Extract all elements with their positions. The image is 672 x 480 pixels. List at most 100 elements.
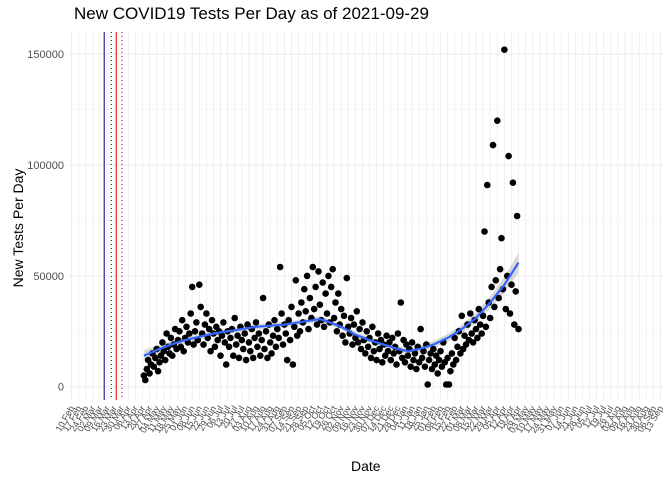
data-point xyxy=(332,299,339,306)
data-point xyxy=(410,356,417,364)
data-point xyxy=(413,365,420,373)
data-point xyxy=(261,345,268,353)
data-point xyxy=(191,328,199,335)
data-point xyxy=(349,341,356,348)
data-point xyxy=(316,301,324,309)
data-point xyxy=(247,347,254,355)
data-point xyxy=(313,321,321,328)
data-point xyxy=(227,334,234,342)
data-point xyxy=(383,332,390,340)
data-point xyxy=(208,316,216,324)
data-point xyxy=(448,350,456,357)
data-point xyxy=(404,352,412,360)
data-point xyxy=(472,325,480,333)
data-point xyxy=(286,336,294,344)
data-point xyxy=(262,328,270,335)
data-point xyxy=(353,308,361,315)
data-point xyxy=(161,356,169,364)
data-point xyxy=(337,305,345,313)
data-point xyxy=(288,303,295,311)
data-point xyxy=(178,316,186,324)
data-point xyxy=(512,288,519,295)
data-point xyxy=(417,325,424,333)
data-point xyxy=(230,352,237,360)
data-point xyxy=(482,323,490,331)
data-point xyxy=(231,314,238,322)
data-point xyxy=(303,272,311,280)
data-point xyxy=(335,290,342,297)
data-point xyxy=(200,341,207,348)
data-point xyxy=(323,310,331,317)
chart-title: New COVID19 Tests Per Day as of 2021-09-… xyxy=(74,4,429,23)
data-point xyxy=(291,323,298,331)
data-point xyxy=(214,336,221,344)
data-point xyxy=(425,356,433,364)
data-point xyxy=(364,343,372,351)
data-point xyxy=(218,332,226,340)
data-point xyxy=(444,354,451,362)
data-point xyxy=(496,265,504,273)
data-point xyxy=(292,277,300,284)
x-axis-label: Date xyxy=(351,458,381,474)
data-point xyxy=(363,328,371,335)
data-point xyxy=(421,363,429,371)
smooth-trend-line xyxy=(143,262,520,357)
data-point xyxy=(387,356,395,364)
data-point xyxy=(431,361,439,368)
data-point xyxy=(327,283,335,291)
data-point xyxy=(232,341,240,348)
data-point xyxy=(249,354,257,362)
data-point xyxy=(244,321,251,328)
data-point xyxy=(357,345,365,353)
data-point xyxy=(350,321,358,328)
data-point xyxy=(445,381,453,388)
data-point xyxy=(411,350,419,357)
data-point xyxy=(374,330,382,337)
data-point xyxy=(369,323,376,331)
data-point xyxy=(393,361,400,368)
data-point xyxy=(242,356,250,364)
data-point xyxy=(315,268,322,275)
data-point xyxy=(461,332,468,340)
data-point xyxy=(484,181,491,189)
data-point xyxy=(347,314,355,322)
data-point xyxy=(489,141,497,149)
data-point xyxy=(488,283,495,291)
data-point xyxy=(272,343,280,351)
data-point xyxy=(476,321,484,328)
data-point xyxy=(502,305,510,313)
data-point xyxy=(306,294,314,302)
data-point xyxy=(196,281,203,289)
data-point xyxy=(340,312,348,320)
data-point xyxy=(211,343,219,351)
data-point xyxy=(163,330,170,337)
data-point xyxy=(506,310,514,317)
data-point xyxy=(264,354,271,362)
data-point xyxy=(325,272,332,280)
data-point xyxy=(245,339,253,346)
data-point xyxy=(251,334,258,342)
data-point xyxy=(373,356,380,364)
data-point xyxy=(434,370,442,377)
data-point xyxy=(437,347,444,355)
data-point xyxy=(451,334,459,342)
data-point xyxy=(345,323,352,331)
data-point xyxy=(486,314,494,322)
data-point xyxy=(259,294,267,302)
data-point xyxy=(254,343,261,351)
data-point xyxy=(150,363,158,371)
data-point xyxy=(276,263,284,271)
data-point xyxy=(468,330,476,337)
data-point xyxy=(389,334,396,342)
data-point xyxy=(278,310,285,317)
data-point xyxy=(498,234,505,242)
data-point xyxy=(309,263,317,271)
data-point xyxy=(329,265,337,273)
data-point xyxy=(505,152,512,160)
data-point xyxy=(319,279,327,286)
data-point xyxy=(430,345,437,353)
data-point xyxy=(197,303,204,311)
data-point xyxy=(330,314,338,322)
data-point xyxy=(188,283,196,291)
